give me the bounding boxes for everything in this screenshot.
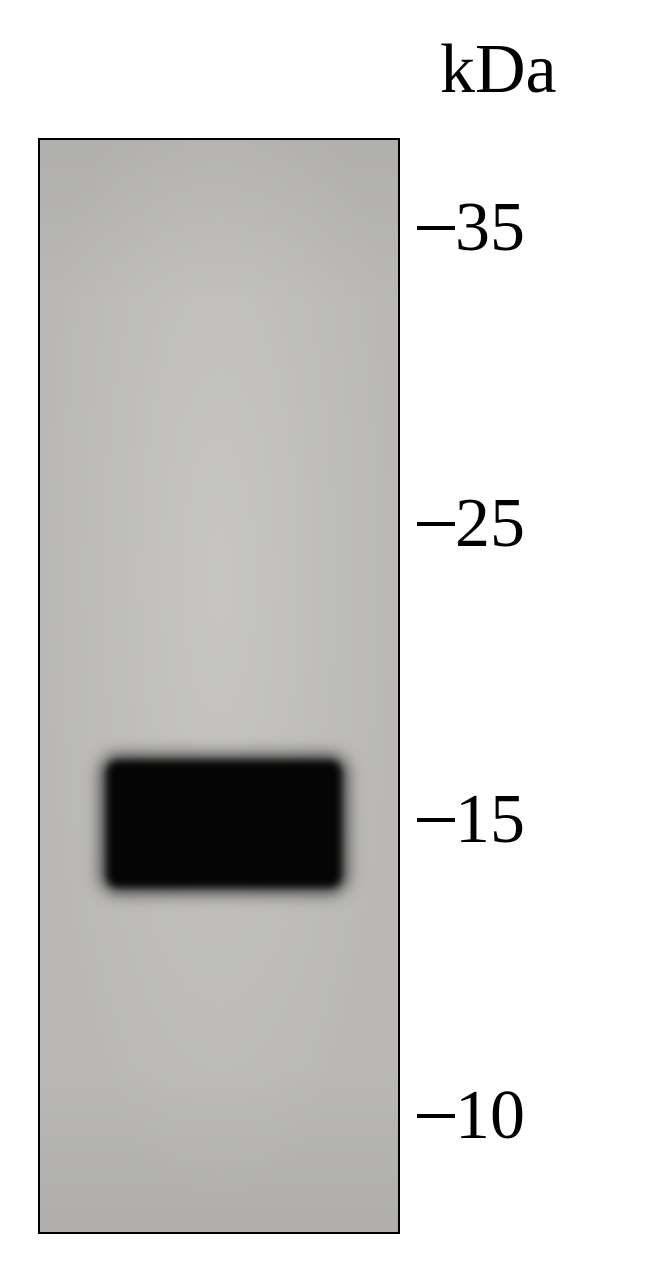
- marker-35: 35: [417, 193, 455, 263]
- marker-tick: [417, 522, 455, 526]
- protein-band: [106, 760, 342, 888]
- marker-10: 10: [417, 1081, 455, 1151]
- marker-label: 15: [455, 785, 525, 855]
- marker-25: 25: [417, 489, 455, 559]
- marker-15: 15: [417, 785, 455, 855]
- blot-lane: [38, 138, 400, 1234]
- marker-label: 25: [455, 489, 525, 559]
- marker-tick: [417, 1114, 455, 1118]
- marker-label: 10: [455, 1081, 525, 1151]
- marker-label: 35: [455, 193, 525, 263]
- marker-tick: [417, 818, 455, 822]
- unit-label: kDa: [440, 30, 557, 110]
- marker-tick: [417, 226, 455, 230]
